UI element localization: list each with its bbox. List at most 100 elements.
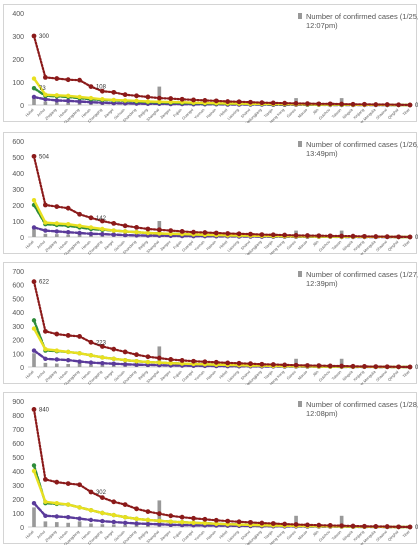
x-tick-label: Gansu bbox=[286, 240, 297, 251]
point-marker bbox=[42, 328, 48, 334]
x-tick-label: Qinghai bbox=[387, 240, 399, 252]
x-tick-label: Shaanxi bbox=[375, 240, 388, 253]
bar bbox=[32, 507, 36, 527]
bar bbox=[66, 234, 71, 237]
point-marker bbox=[350, 523, 356, 529]
point-marker bbox=[122, 98, 128, 103]
point-marker bbox=[339, 523, 345, 529]
point-marker bbox=[54, 221, 59, 226]
point-marker bbox=[31, 468, 37, 474]
point-marker bbox=[100, 510, 105, 516]
bar bbox=[54, 363, 59, 367]
point-marker bbox=[134, 352, 139, 358]
data-label: 300 bbox=[39, 34, 50, 40]
point-marker bbox=[134, 359, 139, 364]
point-marker bbox=[316, 363, 322, 369]
point-marker bbox=[157, 99, 162, 104]
x-tick-label: Hunan bbox=[58, 240, 69, 251]
point-marker bbox=[42, 477, 48, 482]
x-tick-label: Anhui bbox=[36, 108, 46, 118]
bar bbox=[100, 524, 105, 527]
point-marker bbox=[134, 506, 139, 512]
y-tick-label: 500 bbox=[12, 296, 24, 303]
x-tick-label: Liaoning bbox=[227, 108, 240, 121]
point-marker bbox=[293, 362, 299, 368]
y-tick-label: 100 bbox=[12, 80, 24, 87]
point-marker bbox=[179, 229, 185, 234]
x-tick-label: Hebei bbox=[219, 240, 229, 250]
y-tick-label: 300 bbox=[12, 324, 24, 331]
point-marker bbox=[350, 363, 356, 369]
chart-panel-2: 0 100 200 300 400 500 600 504 142 0 Hubei Anhui Zhej… bbox=[3, 132, 419, 260]
point-marker bbox=[122, 223, 128, 229]
point-marker bbox=[100, 518, 105, 524]
point-marker bbox=[65, 515, 71, 520]
x-tick-label: Shanxi bbox=[240, 108, 251, 119]
point-marker bbox=[350, 101, 356, 107]
point-marker bbox=[168, 96, 174, 101]
x-tick-label: Taiwan bbox=[331, 240, 342, 251]
point-marker bbox=[43, 228, 48, 233]
point-marker bbox=[179, 514, 185, 520]
bar bbox=[43, 233, 48, 237]
bar bbox=[77, 521, 82, 527]
point-marker bbox=[225, 518, 231, 524]
point-marker bbox=[111, 499, 117, 505]
x-tick-label: Zhejiang bbox=[44, 370, 57, 383]
point-marker bbox=[77, 505, 82, 510]
point-marker bbox=[384, 364, 390, 370]
point-marker bbox=[99, 88, 105, 94]
point-marker bbox=[179, 96, 185, 102]
point-marker bbox=[77, 516, 82, 521]
point-marker bbox=[168, 360, 173, 366]
data-label: 0 bbox=[415, 365, 418, 371]
bar bbox=[100, 364, 105, 367]
point-marker bbox=[77, 94, 82, 100]
point-marker bbox=[384, 524, 390, 529]
point-marker bbox=[43, 499, 48, 504]
point-marker bbox=[31, 94, 37, 100]
point-marker bbox=[31, 318, 37, 323]
point-marker bbox=[248, 231, 253, 237]
x-tick-label: Jilin bbox=[312, 108, 319, 115]
point-marker bbox=[31, 279, 37, 285]
y-tick-label: 300 bbox=[12, 483, 24, 490]
x-tick-label: Guizhou bbox=[318, 370, 331, 383]
point-marker bbox=[111, 232, 116, 237]
x-tick-label: Yunnan bbox=[194, 370, 206, 382]
x-tick-label: Shaanxi bbox=[375, 370, 388, 383]
point-marker bbox=[88, 225, 94, 230]
data-label: 0 bbox=[415, 103, 418, 109]
point-marker bbox=[384, 102, 390, 107]
point-marker bbox=[134, 93, 139, 99]
x-tick-label: Zhejiang bbox=[44, 530, 57, 543]
x-tick-label: Guizhou bbox=[318, 108, 331, 121]
point-marker bbox=[65, 357, 71, 363]
data-label: 223 bbox=[96, 340, 107, 346]
point-marker bbox=[157, 231, 162, 236]
x-tick-label: Shaanxi bbox=[375, 530, 388, 543]
point-marker bbox=[145, 359, 151, 365]
point-marker bbox=[407, 102, 413, 108]
point-marker bbox=[202, 230, 208, 235]
x-tick-label: Tibet bbox=[402, 369, 411, 378]
point-marker bbox=[54, 331, 60, 337]
series-line bbox=[32, 155, 412, 239]
x-tick-label: Liaoning bbox=[227, 240, 240, 253]
point-marker bbox=[213, 359, 219, 365]
y-tick-label: 400 bbox=[12, 11, 24, 18]
point-marker bbox=[77, 334, 82, 339]
point-marker bbox=[407, 524, 413, 530]
point-marker bbox=[42, 75, 48, 80]
bar bbox=[54, 522, 59, 527]
point-marker bbox=[282, 521, 288, 527]
y-tick-label: 200 bbox=[12, 497, 24, 504]
point-marker bbox=[316, 233, 322, 239]
point-marker bbox=[157, 360, 162, 365]
point-marker bbox=[122, 92, 128, 98]
point-marker bbox=[191, 229, 196, 235]
x-tick-label: Hebei bbox=[219, 108, 229, 118]
